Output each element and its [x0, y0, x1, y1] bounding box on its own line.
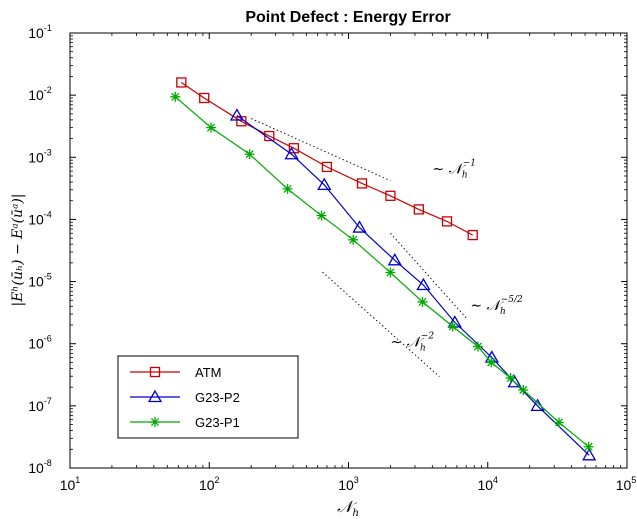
y-tick-label: 10-8	[28, 458, 52, 476]
data-point	[385, 190, 396, 201]
reference-label-1: ∼ 𝒩h−1	[432, 158, 476, 180]
data-point	[582, 448, 597, 461]
legend: ATM G23-P2 G23-P1	[117, 355, 299, 439]
data-point	[385, 267, 396, 278]
data-point	[387, 252, 402, 266]
data-point	[170, 91, 181, 102]
series-g23-p1	[170, 91, 594, 452]
data-point	[282, 183, 293, 194]
data-point	[447, 321, 458, 332]
x-tick-label: 104	[477, 475, 498, 493]
series-line-atm	[180, 82, 473, 236]
data-point	[583, 441, 594, 452]
y-axis-label: |Eʰ(ūₕ) − Eᵃ(ūᵃ)|	[10, 193, 26, 306]
y-tick-label: 10-3	[28, 147, 52, 165]
plot-area: ∼ 𝒩h−1 ∼ 𝒩h−5/2 ∼ 𝒩h−2	[170, 77, 597, 461]
legend-marker-atm	[149, 366, 161, 378]
data-point	[229, 108, 245, 121]
legend-marker-g23-p2	[147, 389, 163, 403]
data-point	[416, 277, 431, 291]
legend-label-atm: ATM	[195, 365, 221, 380]
x-tick-label: 103	[338, 475, 359, 493]
data-point	[176, 77, 187, 88]
reference-line-2	[390, 232, 467, 319]
data-point	[244, 149, 255, 160]
x-tick-label: 105	[616, 475, 637, 493]
axes: 101 102 103 104 105 10-8 10-7 10-6 10-5 10-4 10-3 1…	[28, 23, 636, 493]
data-point	[472, 341, 483, 352]
data-point	[321, 161, 333, 173]
data-point	[199, 92, 210, 104]
data-point	[467, 229, 478, 241]
y-tick-label: 10-1	[28, 23, 52, 41]
data-point	[356, 178, 368, 189]
data-point	[348, 234, 359, 245]
data-point	[317, 177, 332, 191]
data-point	[507, 374, 522, 388]
data-point	[316, 210, 327, 221]
legend-label-g23-p1: G23-P1	[195, 415, 240, 430]
x-axis-label: 𝒩h	[337, 497, 359, 519]
y-tick-label: 10-4	[28, 209, 52, 227]
reference-label-2: ∼ 𝒩h−5/2	[470, 295, 523, 317]
y-tick-label: 10-7	[28, 396, 52, 414]
data-point	[413, 204, 424, 215]
legend-label-g23-p2: G23-P2	[195, 390, 240, 405]
legend-marker-g23-p1	[150, 417, 160, 427]
data-point	[352, 220, 367, 233]
data-point	[554, 417, 565, 428]
data-point	[264, 130, 275, 142]
reference-line-1	[250, 118, 391, 182]
data-point	[518, 384, 529, 395]
reference-line-3	[322, 271, 440, 377]
data-point	[206, 122, 217, 133]
data-point	[417, 296, 428, 307]
y-tick-label: 10-5	[28, 272, 52, 290]
y-tick-label: 10-6	[28, 334, 52, 352]
chart-title: Point Defect : Energy Error	[245, 9, 450, 26]
y-tick-label: 10-2	[28, 85, 52, 103]
x-tick-label: 102	[199, 475, 220, 493]
data-point	[486, 357, 497, 368]
data-point	[284, 146, 299, 160]
series-atm	[176, 77, 478, 241]
data-point	[505, 373, 516, 384]
data-point	[441, 216, 453, 227]
x-tick-label: 101	[60, 475, 81, 493]
reference-label-3: ∼ 𝒩h−2	[390, 332, 434, 354]
